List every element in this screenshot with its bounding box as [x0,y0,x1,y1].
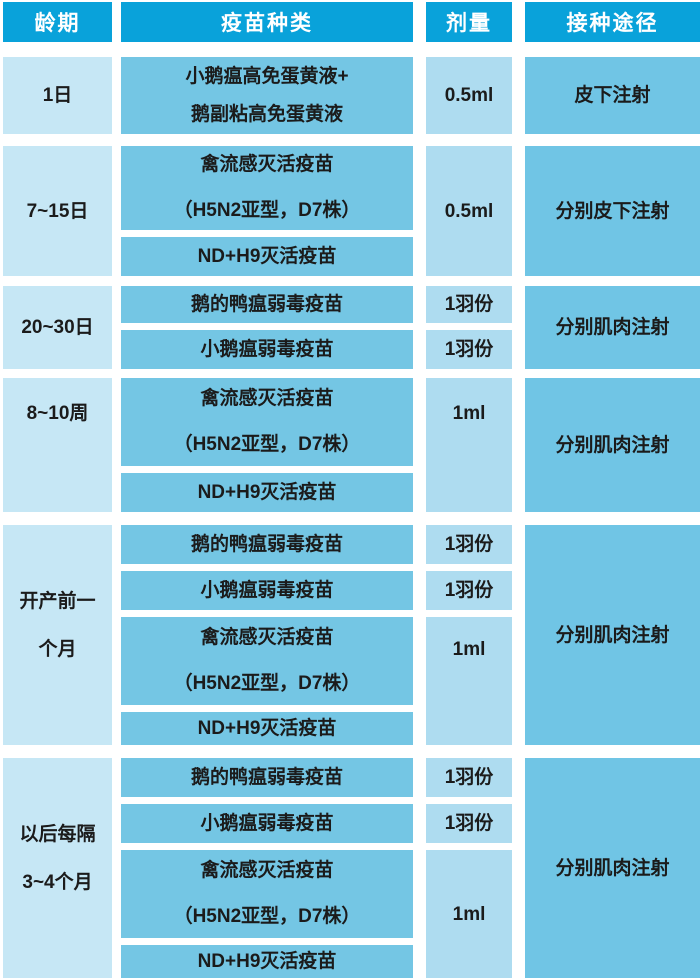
table-header-row: 龄期 疫苗种类 剂量 接种途径 [3,2,700,42]
column-header-age: 龄期 [3,2,112,42]
dose-cell: 1羽份 [426,330,512,369]
vaccine-line: 禽流感灭活疫苗 [200,388,334,409]
dose-cell: 1羽份 [426,804,512,843]
vaccine-line: （H5N2亚型，D7株） [173,434,361,455]
route-cell: 皮下注射 [525,57,700,134]
dose-cell: 1羽份 [426,525,512,564]
vaccine-cell: 禽流感灭活疫苗 （H5N2亚型，D7株） [121,146,413,230]
age-cell: 1日 [3,57,112,134]
age-line: 开产前一 [19,591,96,612]
vaccine-cell: 禽流感灭活疫苗 （H5N2亚型，D7株） [121,378,413,466]
vaccine-cell: 小鹅瘟高免蛋黄液+ 鹅副粘高免蛋黄液 [121,57,413,134]
column-header-vaccine: 疫苗种类 [121,2,413,42]
dose-cell: 1ml [426,617,512,745]
route-cell: 分别肌肉注射 [525,758,700,978]
vaccine-cell: ND+H9灭活疫苗 [121,237,413,276]
age-line: 以后每隔 [19,824,96,845]
vaccine-cell: ND+H9灭活疫苗 [121,945,413,978]
vaccine-line: 禽流感灭活疫苗 [200,154,334,175]
dose-cell: 1羽份 [426,758,512,797]
age-cell: 20~30日 [3,286,112,369]
route-cell: 分别肌肉注射 [525,286,700,369]
vaccine-cell: ND+H9灭活疫苗 [121,712,413,745]
dose-cell: 1ml [426,378,512,512]
table-row-group-before-laying: 开产前一 个月 鹅的鸭瘟弱毒疫苗 小鹅瘟弱毒疫苗 禽流感灭活疫苗 （H5N2亚型… [3,525,700,745]
age-cell: 开产前一 个月 [3,525,112,745]
dose-cell: 1ml [426,850,512,978]
column-header-route: 接种途径 [525,2,700,42]
vaccine-line: 禽流感灭活疫苗 [200,627,334,648]
vaccine-line: （H5N2亚型，D7株） [173,200,361,221]
route-cell: 分别肌肉注射 [525,378,700,512]
table-row-group-day20-30: 20~30日 鹅的鸭瘟弱毒疫苗 小鹅瘟弱毒疫苗 1羽份 1羽份 分别肌肉注射 [3,286,700,369]
vaccine-cell: ND+H9灭活疫苗 [121,473,413,512]
vaccine-line: （H5N2亚型，D7株） [173,673,361,694]
dose-cell: 1羽份 [426,571,512,610]
table-row-group-day7-15: 7~15日 禽流感灭活疫苗 （H5N2亚型，D7株） ND+H9灭活疫苗 0.5… [3,146,700,276]
column-header-dose: 剂量 [426,2,512,42]
table-row-group-every-3-4-months: 以后每隔 3~4个月 鹅的鸭瘟弱毒疫苗 小鹅瘟弱毒疫苗 禽流感灭活疫苗 （H5N… [3,758,700,978]
vaccine-cell: 小鹅瘟弱毒疫苗 [121,571,413,610]
route-cell: 分别肌肉注射 [525,525,700,745]
vaccine-cell: 小鹅瘟弱毒疫苗 [121,330,413,369]
age-cell: 以后每隔 3~4个月 [3,758,112,978]
vaccine-cell: 小鹅瘟弱毒疫苗 [121,804,413,843]
vaccine-cell: 禽流感灭活疫苗 （H5N2亚型，D7株） [121,850,413,938]
age-line: 3~4个月 [22,872,93,893]
vaccine-line: 鹅副粘高免蛋黄液 [190,103,343,125]
age-cell: 7~15日 [3,146,112,276]
vaccine-line: 禽流感灭活疫苗 [200,860,334,881]
dose-cell: 1羽份 [426,286,512,323]
dose-cell: 0.5ml [426,146,512,276]
route-cell: 分别皮下注射 [525,146,700,276]
dose-cell: 0.5ml [426,57,512,134]
vaccine-line: （H5N2亚型，D7株） [173,906,361,927]
vaccine-cell: 鹅的鸭瘟弱毒疫苗 [121,286,413,323]
vaccine-line: 小鹅瘟高免蛋黄液+ [185,65,349,87]
table-row-group-week8-10: 8~10周 禽流感灭活疫苗 （H5N2亚型，D7株） ND+H9灭活疫苗 1ml… [3,378,700,512]
vaccine-cell: 鹅的鸭瘟弱毒疫苗 [121,525,413,564]
vaccine-cell: 鹅的鸭瘟弱毒疫苗 [121,758,413,797]
age-cell: 8~10周 [3,378,112,512]
table-row-group-day1: 1日 小鹅瘟高免蛋黄液+ 鹅副粘高免蛋黄液 0.5ml 皮下注射 [3,57,700,134]
age-line: 个月 [38,639,77,660]
vaccine-cell: 禽流感灭活疫苗 （H5N2亚型，D7株） [121,617,413,705]
